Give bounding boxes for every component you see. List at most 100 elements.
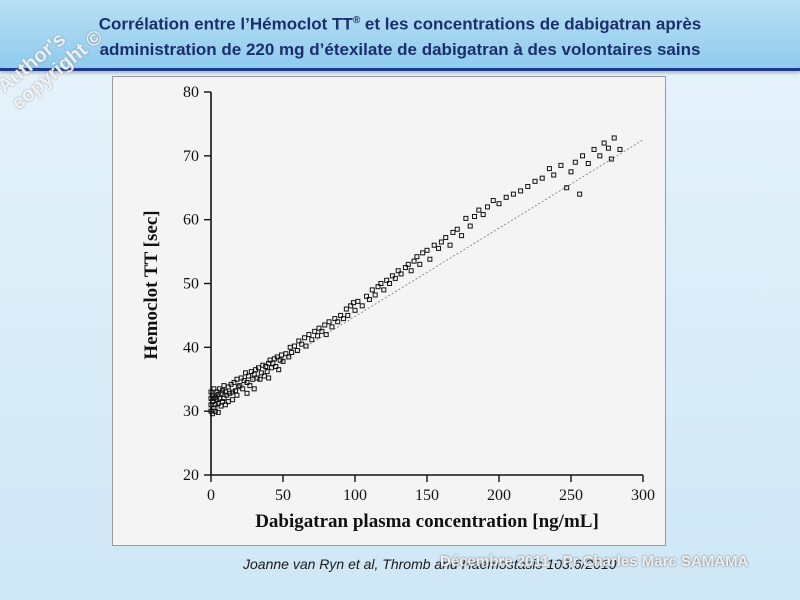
data-point <box>303 343 309 349</box>
data-point <box>247 383 253 389</box>
data-point <box>294 348 300 354</box>
data-point <box>245 373 251 379</box>
data-point <box>238 375 244 381</box>
data-point <box>611 135 617 141</box>
data-point <box>263 363 269 369</box>
trend-line <box>210 139 644 406</box>
data-point <box>369 287 375 293</box>
data-point <box>617 146 623 152</box>
data-point <box>510 191 516 197</box>
data-point <box>597 153 603 159</box>
data-point <box>260 362 266 368</box>
x-tick-label: 200 <box>487 487 511 504</box>
data-point <box>381 287 387 293</box>
author-watermark: Décembre 2011 - Pr Charles Marc SAMAMA <box>440 553 749 570</box>
data-point <box>335 319 341 325</box>
data-point <box>220 399 226 405</box>
data-point <box>443 235 449 241</box>
x-tick-label: 150 <box>415 487 439 504</box>
x-tick-label: 250 <box>559 487 583 504</box>
data-point <box>480 212 486 218</box>
data-point <box>591 146 597 152</box>
data-point <box>558 162 564 168</box>
data-point <box>211 405 217 411</box>
data-point <box>316 325 322 331</box>
data-point <box>476 207 482 213</box>
data-point <box>338 312 344 318</box>
data-point <box>532 178 538 184</box>
x-tick-label: 0 <box>207 487 215 504</box>
data-point <box>438 239 444 245</box>
data-point <box>244 390 250 396</box>
data-point <box>420 250 426 256</box>
data-point <box>454 226 460 232</box>
data-point <box>258 370 264 376</box>
data-point <box>319 328 325 334</box>
data-point <box>280 358 286 364</box>
data-point <box>257 376 263 382</box>
trendline-layer <box>210 139 644 406</box>
data-point <box>605 145 611 151</box>
data-point <box>402 265 408 271</box>
data-point <box>427 256 433 262</box>
data-point <box>230 389 236 395</box>
data-point <box>277 357 283 363</box>
data-point <box>472 213 478 219</box>
data-point <box>254 375 260 381</box>
data-point <box>417 261 423 267</box>
data-point <box>585 160 591 166</box>
title-line2: administration de 220 mg d’étexilate de … <box>99 39 701 59</box>
x-tick-label: 300 <box>631 487 655 504</box>
data-point <box>315 333 321 339</box>
y-tick-label: 70 <box>183 148 199 165</box>
data-point <box>287 344 293 350</box>
data-point <box>463 215 469 221</box>
y-tick-label: 20 <box>183 467 199 484</box>
data-point <box>467 223 473 229</box>
slide-title: Corrélation entre l’Hémoclot TT® et les … <box>0 8 800 62</box>
data-point <box>212 402 218 408</box>
data-point <box>424 247 430 253</box>
data-point <box>312 328 318 334</box>
data-point <box>389 273 395 279</box>
data-point <box>525 183 531 189</box>
data-point <box>323 332 329 338</box>
x-tick-label: 50 <box>275 487 291 504</box>
title-line1-suffix: et les concentrations de dabigatran aprè… <box>360 14 702 34</box>
data-point <box>283 351 289 357</box>
points-layer <box>208 135 623 417</box>
data-point <box>276 367 282 373</box>
data-point <box>398 271 404 277</box>
data-point <box>266 375 272 381</box>
x-tick-label: 100 <box>343 487 367 504</box>
data-point <box>208 389 214 395</box>
data-point <box>447 242 453 248</box>
data-point <box>296 338 302 344</box>
data-point <box>215 409 221 415</box>
y-tick-label: 40 <box>183 339 199 356</box>
registered-mark: ® <box>352 15 361 26</box>
data-point <box>364 293 370 299</box>
data-point <box>490 198 496 204</box>
data-point <box>577 191 583 197</box>
data-point <box>572 159 578 165</box>
data-point <box>518 188 524 194</box>
data-point <box>309 337 315 343</box>
data-point <box>384 277 390 283</box>
data-point <box>601 140 607 146</box>
data-point <box>608 156 614 162</box>
data-point <box>264 369 270 375</box>
data-point <box>484 204 490 210</box>
data-point <box>243 370 249 376</box>
data-point <box>405 261 411 267</box>
y-axis-label: Hemoclot TT [sec] <box>141 210 162 359</box>
data-point <box>244 379 250 385</box>
data-point <box>234 392 240 398</box>
y-tick-label: 30 <box>183 403 199 420</box>
data-point <box>231 379 237 385</box>
y-tick-label: 50 <box>183 276 199 293</box>
x-axis-label: Dabigatran plasma concentration [ng/mL] <box>255 511 599 532</box>
data-point <box>450 229 456 235</box>
data-point <box>355 298 361 304</box>
slide-header: Corrélation entre l’Hémoclot TT® et les … <box>0 0 800 71</box>
